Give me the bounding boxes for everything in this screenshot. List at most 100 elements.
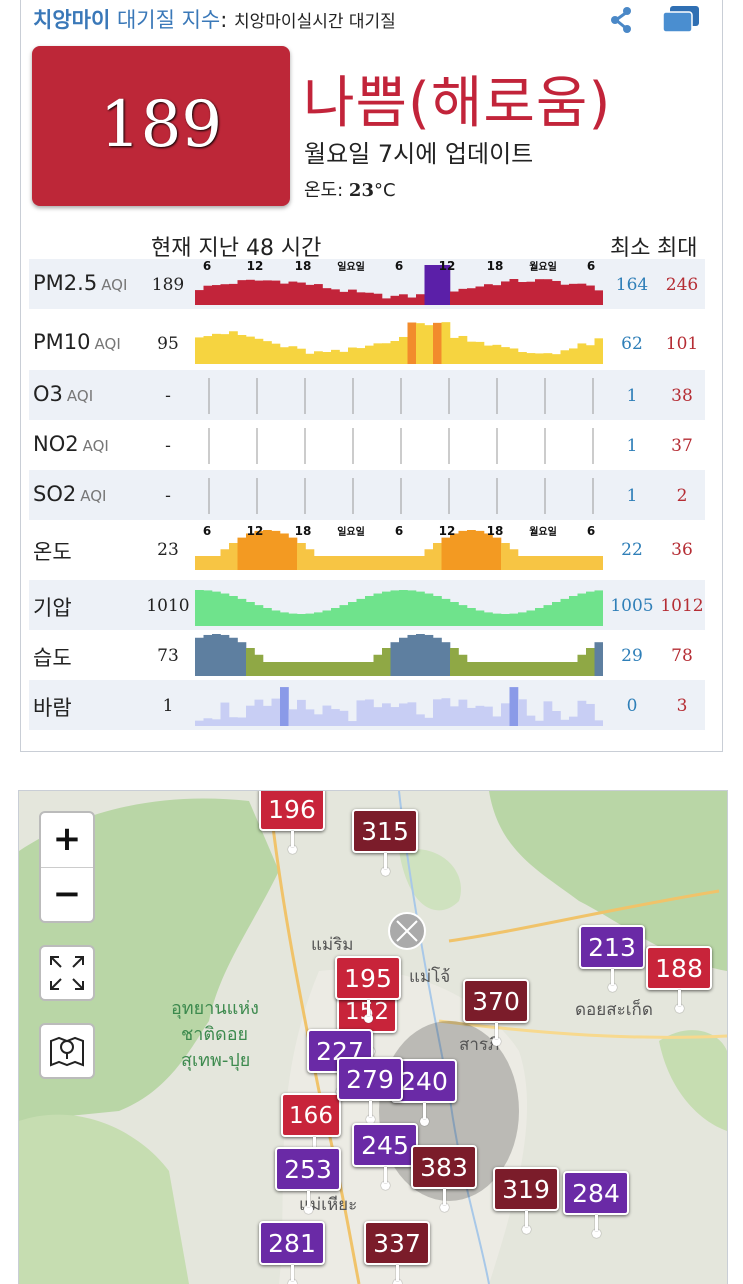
chart-bar bbox=[365, 699, 374, 726]
sparkline-temp[interactable]: 6 12 18 일요일 6 12 18 월요일 6 bbox=[195, 524, 603, 574]
aqi-marker[interactable]: 319 bbox=[493, 1167, 559, 1234]
aqi-marker[interactable]: 188 bbox=[646, 946, 712, 1013]
chart-bar bbox=[288, 613, 298, 626]
share-icon[interactable] bbox=[606, 4, 636, 34]
city-name[interactable]: 치앙마이 bbox=[33, 8, 111, 32]
chart-bar bbox=[288, 537, 298, 570]
max-header: 최대 bbox=[657, 236, 698, 261]
chart-bar bbox=[577, 343, 587, 364]
row-current: 95 bbox=[157, 334, 179, 354]
windows-icon[interactable] bbox=[661, 4, 701, 34]
zoom-in-button[interactable]: + bbox=[41, 813, 93, 868]
aqi-marker[interactable]: 383 bbox=[411, 1145, 477, 1212]
row-label: PM2.5 AQI bbox=[33, 271, 127, 295]
sparkline-humidity[interactable] bbox=[195, 630, 603, 680]
fullscreen-button[interactable] bbox=[39, 945, 95, 1001]
min-header: 최소 bbox=[610, 236, 651, 261]
row-o3[interactable]: O3 AQI - 1 38 bbox=[29, 370, 705, 420]
aqi-marker[interactable]: 213 bbox=[579, 925, 645, 992]
axis-tick-label: 18 bbox=[487, 259, 504, 273]
chart-bar bbox=[484, 662, 493, 676]
chart-bar bbox=[237, 642, 247, 676]
row-label: 기압 bbox=[33, 592, 76, 622]
sparkline-no2[interactable] bbox=[195, 420, 603, 470]
row-min: 164 bbox=[615, 275, 649, 295]
index-label[interactable]: 대기질 지수 bbox=[116, 8, 221, 32]
chart-bar bbox=[407, 322, 417, 364]
chart-bar bbox=[271, 343, 281, 364]
row-name: SO2 bbox=[33, 482, 77, 506]
chart-bar bbox=[263, 530, 272, 570]
row-humidity[interactable]: 습도 73 29 78 bbox=[29, 630, 705, 680]
chart-bar bbox=[195, 720, 204, 726]
aqi-marker[interactable]: 279 bbox=[337, 1057, 403, 1124]
sparkline-wind[interactable] bbox=[195, 680, 603, 730]
row-pm25[interactable]: PM2.5 AQI 189 6 12 18 일요일 6 12 18 월요일 6 164 246 bbox=[29, 259, 705, 309]
aqi-marker[interactable]: 196 bbox=[259, 791, 325, 854]
chart-bar bbox=[322, 351, 332, 364]
sparkline-pressure[interactable] bbox=[195, 580, 603, 630]
chart-bar bbox=[543, 701, 553, 726]
chart-bar bbox=[348, 556, 357, 570]
chart-bar bbox=[569, 283, 578, 305]
axis-tick-label: 18 bbox=[295, 524, 312, 538]
chart-bar bbox=[433, 322, 442, 364]
aqi-marker[interactable]: 166 bbox=[281, 1093, 341, 1160]
chart-bar bbox=[441, 642, 451, 676]
chart-bar bbox=[203, 285, 213, 305]
map-label: แม่โจ้ bbox=[409, 967, 451, 987]
sparkline-so2[interactable] bbox=[195, 470, 603, 520]
chart-bar bbox=[382, 298, 391, 305]
row-wind[interactable]: 바람 1 0 3 bbox=[29, 680, 705, 730]
chart-bar bbox=[305, 709, 315, 726]
row-max: 101 bbox=[665, 334, 699, 354]
row-pressure[interactable]: 기압 1010 1005 1012 bbox=[29, 580, 705, 630]
chart-bar bbox=[203, 590, 213, 626]
chart-bar bbox=[492, 285, 502, 305]
chart-bar bbox=[220, 549, 230, 570]
row-temp[interactable]: 온도 23 6 12 18 일요일 6 12 18 월요일 6 22 36 bbox=[29, 524, 705, 574]
aqi-marker[interactable]: 195 bbox=[335, 956, 401, 1023]
aqi-marker[interactable]: 253 bbox=[275, 1147, 341, 1214]
row-max: 2 bbox=[676, 486, 688, 506]
chart-bar bbox=[322, 662, 332, 676]
chart-bar bbox=[348, 602, 357, 626]
aqi-value-box: 189 bbox=[32, 46, 290, 206]
aqi-marker[interactable]: 281 bbox=[259, 1221, 325, 1284]
row-pm10[interactable]: PM10 AQI 95 62 101 bbox=[29, 318, 705, 368]
chart-bar bbox=[297, 662, 306, 676]
chart-bar bbox=[246, 533, 255, 570]
chart-bar bbox=[254, 530, 264, 570]
zoom-out-button[interactable]: − bbox=[52, 874, 82, 914]
sparkline-pm25[interactable]: 6 12 18 일요일 6 12 18 월요일 6 bbox=[195, 259, 603, 309]
row-no2[interactable]: NO2 AQI - 1 37 bbox=[29, 420, 705, 470]
chart-bar bbox=[390, 340, 400, 364]
aqi-marker[interactable]: 337 bbox=[364, 1221, 430, 1284]
chart-bar bbox=[280, 533, 289, 570]
row-min: 1 bbox=[626, 486, 638, 506]
map-label: สุเทพ-ปุย bbox=[181, 1050, 251, 1071]
row-so2[interactable]: SO2 AQI - 1 2 bbox=[29, 470, 705, 520]
chart-bar bbox=[526, 610, 536, 626]
chart-bar bbox=[331, 608, 340, 626]
aqi-map[interactable]: แม่ริม แม่โจ้ อุทยานแห่ง ชาติดอย สุเทพ-ป… bbox=[18, 790, 728, 1284]
chart-bar bbox=[348, 289, 357, 305]
chart-bar bbox=[577, 283, 587, 305]
sparkline-pm10[interactable] bbox=[195, 318, 603, 368]
chart-bar bbox=[237, 717, 247, 726]
axis-tick-label: 18 bbox=[487, 524, 504, 538]
chart-bar bbox=[220, 634, 230, 676]
chart-bar bbox=[441, 322, 451, 364]
sparkline-o3[interactable] bbox=[195, 370, 603, 420]
aqi-marker[interactable]: 284 bbox=[563, 1171, 629, 1238]
chart-bar bbox=[280, 662, 289, 676]
chart-bar bbox=[467, 608, 476, 626]
aqi-marker[interactable]: 315 bbox=[352, 809, 418, 876]
chart-bar bbox=[246, 336, 255, 364]
map-layers-button[interactable] bbox=[39, 1023, 95, 1079]
chart-bar bbox=[356, 292, 366, 305]
chart-bar bbox=[458, 335, 468, 364]
chart-bar bbox=[407, 634, 417, 676]
aqi-marker[interactable]: 245 bbox=[352, 1123, 418, 1190]
aqi-marker[interactable]: 370 bbox=[463, 979, 529, 1046]
